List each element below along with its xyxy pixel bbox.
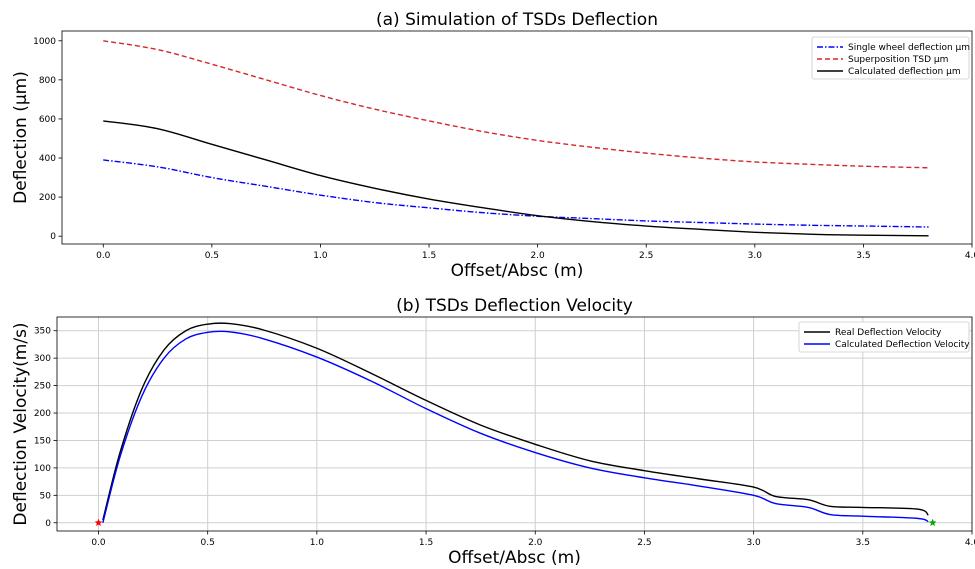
x-tick-label: 3.5 [856, 538, 870, 548]
x-tick-label: 1.5 [419, 538, 433, 548]
x-tick-label: 0.5 [205, 251, 219, 261]
y-tick-label: 350 [34, 327, 51, 337]
x-tick-label: 4.0 [965, 538, 975, 548]
y-tick-label: 400 [39, 154, 56, 164]
series-line-2 [103, 40, 929, 169]
y-tick-label: 50 [40, 491, 52, 501]
y-tick-label: 250 [34, 382, 51, 392]
x-tick-label: 0.0 [91, 538, 106, 548]
x-tick-label: 2.5 [639, 251, 653, 261]
series-line-1 [102, 322, 929, 521]
x-tick-label: 1.0 [310, 538, 325, 548]
series-line-2 [102, 330, 929, 523]
x-axis-label: Offset/Absc (m) [448, 548, 581, 568]
legend: Single wheel deflection µm Superposition … [811, 36, 970, 80]
x-tick-label: 0.5 [201, 538, 215, 548]
series-line-1 [103, 159, 929, 228]
legend-box [798, 321, 970, 353]
legend-entry-label: Calculated Deflection Velocity [835, 340, 970, 350]
star-marker-2 [928, 518, 937, 527]
y-axis-label: Deflection (µm) [11, 71, 31, 204]
x-tick-label: 1.5 [422, 251, 436, 261]
legend-entry-label: Real Deflection Velocity [835, 328, 942, 338]
chart-title: (b) TSDs Deflection Velocity [396, 296, 633, 316]
x-tick-label: 1.0 [313, 251, 328, 261]
y-tick-label: 200 [34, 409, 51, 419]
legend-entry-label: Superposition TSD µm [848, 55, 948, 65]
x-tick-label: 4.0 [965, 251, 975, 261]
chart-panel-2: 0.0 0.5 1.0 1.5 2.0 2.5 3.0 3.5 4.0 0 50 100 150 200 2… [11, 296, 975, 568]
x-axis-label: Offset/Absc (m) [451, 261, 584, 281]
legend-entry-label: Calculated deflection µm [848, 67, 961, 77]
y-tick-label: 150 [34, 436, 51, 446]
x-tick-label: 2.0 [528, 538, 543, 548]
x-tick-label: 0.0 [96, 251, 111, 261]
legend-box [811, 36, 970, 80]
y-tick-label: 1000 [33, 37, 56, 47]
y-tick-label: 800 [39, 76, 56, 86]
chart-title: (a) Simulation of TSDs Deflection [376, 10, 658, 30]
x-tick-label: 3.0 [746, 538, 761, 548]
plot-frame [56, 316, 973, 532]
x-tick-label: 2.5 [637, 538, 651, 548]
star-marker-1 [94, 518, 103, 527]
y-tick-label: 600 [39, 115, 56, 125]
series-line-3 [103, 120, 929, 237]
legend: Real Deflection Velocity Calculated Defle… [798, 321, 970, 353]
y-axis-label: Deflection Velocity(m/s) [11, 322, 31, 525]
y-tick-label: 100 [34, 464, 51, 474]
x-tick-label: 3.5 [856, 251, 870, 261]
y-tick-label: 0 [50, 232, 56, 242]
legend-entry-label: Single wheel deflection µm [848, 43, 970, 53]
y-tick-label: 0 [45, 519, 51, 529]
plot-frame [61, 30, 973, 245]
chart-panel-1: 0.0 0.5 1.0 1.5 2.0 2.5 3.0 3.5 4.0 0 200 400 600 800… [11, 10, 975, 281]
y-tick-label: 300 [34, 354, 51, 364]
x-tick-label: 2.0 [530, 251, 545, 261]
y-tick-label: 200 [39, 193, 56, 203]
x-tick-label: 3.0 [748, 251, 763, 261]
